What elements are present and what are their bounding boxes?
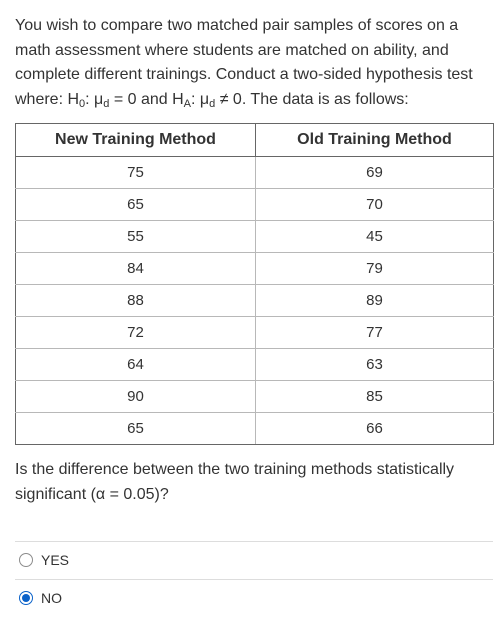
table-row: 90 85: [15, 380, 494, 413]
option-no-label: NO: [41, 590, 62, 606]
significance-question: Is the difference between the two traini…: [15, 461, 455, 503]
radio-selected-dot: [22, 594, 30, 602]
table-row: 88 89: [15, 284, 494, 317]
cell-new: 90: [15, 380, 256, 413]
question-intro: You wish to compare two matched pair sam…: [15, 14, 495, 113]
cell-old: 63: [255, 348, 494, 381]
cell-new: 88: [15, 284, 256, 317]
null-hypothesis-subscript: 0: [79, 97, 86, 110]
header-old-method: Old Training Method: [255, 123, 494, 157]
mu-d-subscript: d: [103, 97, 110, 110]
cell-old: 85: [255, 380, 494, 413]
table-row: 72 77: [15, 316, 494, 349]
intro-text: ≠ 0. The data is as follows:: [215, 90, 409, 108]
cell-new: 84: [15, 252, 256, 285]
intro-text: : μ: [85, 90, 104, 108]
table-row: 65 70: [15, 188, 494, 221]
table-row: 75 69: [15, 156, 494, 189]
cell-new: 65: [15, 412, 256, 445]
data-table: New Training Method Old Training Method …: [15, 123, 494, 445]
radio-yes[interactable]: [19, 553, 33, 567]
cell-old: 69: [255, 156, 494, 189]
mu-d-subscript: d: [209, 97, 216, 110]
alt-hypothesis-subscript: A: [183, 97, 192, 110]
header-new-method: New Training Method: [15, 123, 256, 157]
cell-old: 45: [255, 220, 494, 253]
intro-text: : μ: [191, 90, 210, 108]
cell-old: 77: [255, 316, 494, 349]
divider: [15, 579, 493, 580]
cell-old: 70: [255, 188, 494, 221]
table-row: 65 66: [15, 412, 494, 445]
cell-new: 55: [15, 220, 256, 253]
radio-no[interactable]: [19, 591, 33, 605]
option-yes-label: YES: [41, 552, 70, 568]
cell-new: 65: [15, 188, 256, 221]
cell-old: 79: [255, 252, 494, 285]
intro-text: You wish to compare two matched pair sam…: [15, 17, 473, 108]
option-no[interactable]: NO: [19, 588, 62, 608]
cell-new: 75: [15, 156, 256, 189]
table-row: 64 63: [15, 348, 494, 381]
cell-new: 64: [15, 348, 256, 381]
divider: [15, 541, 493, 542]
intro-text: = 0 and H: [109, 90, 184, 108]
cell-new: 72: [15, 316, 256, 349]
table-header-row: New Training Method Old Training Method: [15, 123, 494, 157]
table-row: 55 45: [15, 220, 494, 253]
cell-old: 89: [255, 284, 494, 317]
option-yes[interactable]: YES: [19, 550, 69, 570]
cell-old: 66: [255, 412, 494, 445]
table-row: 84 79: [15, 252, 494, 285]
